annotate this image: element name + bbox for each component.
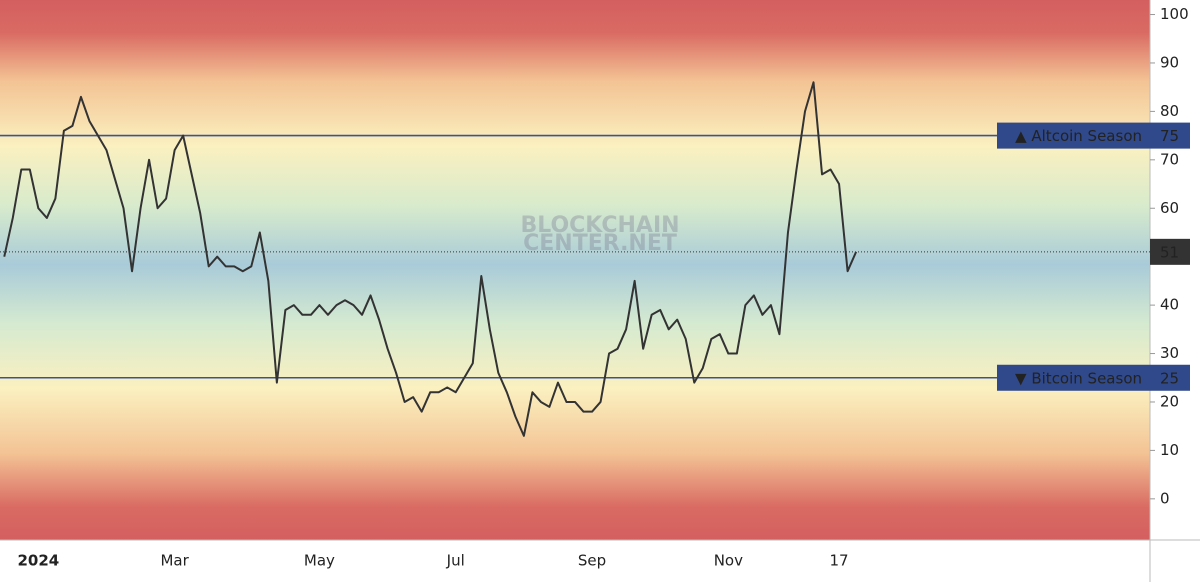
x-tick-label: 2024 xyxy=(17,552,59,570)
y-tick-label: 20 xyxy=(1160,392,1179,410)
y-tick-label: 40 xyxy=(1160,296,1179,314)
y-tick-label: 80 xyxy=(1160,102,1179,120)
y-tick-label: 100 xyxy=(1160,5,1189,23)
threshold-badge xyxy=(997,364,1190,391)
y-tick-label: 10 xyxy=(1160,441,1179,459)
plot-background xyxy=(0,0,1150,540)
x-tick-label: May xyxy=(304,552,335,570)
x-tick-label: Sep xyxy=(578,552,606,570)
x-tick-label: Jul xyxy=(446,552,465,570)
threshold-value: 25 xyxy=(1160,369,1179,387)
threshold-label: ▼ Bitcoin Season xyxy=(1015,369,1142,387)
y-tick-label: 90 xyxy=(1160,53,1179,71)
threshold-badge xyxy=(997,122,1190,149)
y-tick-label: 60 xyxy=(1160,199,1179,217)
current-value: 51 xyxy=(1160,243,1179,261)
y-tick-label: 30 xyxy=(1160,344,1179,362)
threshold-label: ▲ Altcoin Season xyxy=(1015,127,1142,145)
x-tick-label: Nov xyxy=(714,552,743,570)
threshold-value: 75 xyxy=(1160,127,1179,145)
watermark: BLOCKCHAIN xyxy=(520,213,679,238)
series-line xyxy=(3,81,858,437)
y-tick-label: 70 xyxy=(1160,150,1179,168)
y-tick-label: 0 xyxy=(1160,489,1170,507)
x-tick-label: Mar xyxy=(160,552,189,570)
current-badge xyxy=(1150,238,1190,265)
x-tick-label: 17 xyxy=(830,552,849,570)
